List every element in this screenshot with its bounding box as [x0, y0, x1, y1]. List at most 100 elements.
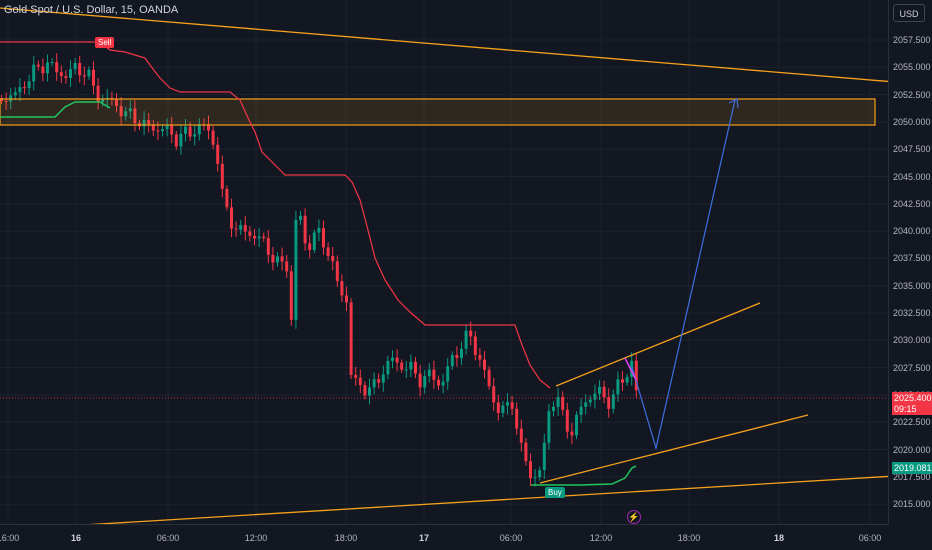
candle-body [312, 232, 316, 250]
time-tick: 06:00 [499, 533, 523, 543]
candle-body [119, 106, 123, 117]
candle-body [289, 271, 293, 320]
candle-body [524, 442, 528, 462]
candle-body [487, 369, 491, 387]
chart-area[interactable]: Gold Spot / U.S. Dollar, 15, OANDA Sell … [0, 0, 888, 524]
candle-body [368, 387, 371, 396]
candle-body [4, 101, 8, 102]
candle-body [418, 373, 422, 388]
candle-body [280, 256, 284, 262]
candle-body [510, 402, 514, 409]
grid-lines [0, 0, 888, 524]
candle-body [193, 134, 197, 137]
candle-body [36, 64, 40, 67]
chart-title: Gold Spot / U.S. Dollar, 15, OANDA [4, 4, 179, 16]
price-chart[interactable] [0, 0, 888, 524]
price-tick: 2032.500 [893, 308, 931, 318]
candle-body [455, 354, 459, 359]
price-tick: 2047.500 [893, 144, 931, 155]
candle-body [303, 215, 307, 244]
candle-body [216, 144, 220, 164]
time-tick: 12:00 [589, 533, 613, 543]
candle-body [253, 235, 256, 239]
buy-signal-tag: Buy [545, 487, 565, 498]
candle-body [496, 402, 500, 413]
time-tick: 06:00 [156, 533, 180, 543]
candle-body [556, 396, 560, 407]
candle-body [460, 348, 463, 359]
candle-body [630, 360, 634, 377]
candle-body [441, 381, 445, 386]
candle-body [579, 406, 583, 415]
candles [0, 53, 638, 487]
projection-path [631, 99, 736, 451]
candle-body [234, 228, 238, 230]
price-tick: 2037.500 [893, 253, 931, 264]
candle-body [409, 361, 413, 370]
candle-body [197, 124, 201, 135]
sell-signal-tag: Sell [95, 37, 115, 48]
candle-body [552, 406, 555, 412]
candle-body [317, 228, 321, 233]
candle-body [483, 359, 486, 370]
price-tick: 2042.500 [893, 198, 931, 209]
candle-body [9, 95, 13, 102]
candle-body [450, 354, 454, 367]
candle-body [23, 87, 26, 89]
candle-body [257, 236, 261, 239]
candle-body [133, 108, 137, 124]
channel-lower-line [539, 414, 809, 484]
candle-body [331, 255, 335, 262]
candle-body [96, 85, 100, 102]
candle-body [262, 236, 266, 239]
candle-body [18, 87, 22, 93]
candle-body [211, 130, 215, 145]
price-tick: 2035.000 [893, 280, 931, 291]
candle-body [593, 393, 597, 400]
candle-body [151, 125, 155, 131]
candle-body [446, 366, 450, 382]
candle-body [561, 396, 565, 410]
candle-body [432, 369, 436, 380]
projection-start-segment [624, 357, 637, 381]
supertrend-sell-line [0, 41, 551, 389]
candle-body [515, 408, 519, 429]
price-tick: 2030.000 [893, 335, 931, 346]
candle-body [363, 385, 367, 396]
candle-body [230, 207, 233, 229]
candle-body [32, 64, 36, 82]
price-tick: 2045.000 [893, 171, 931, 182]
candle-body [381, 374, 385, 383]
currency-button[interactable]: USD [893, 4, 925, 22]
candle-body [294, 219, 298, 320]
candle-body [386, 360, 390, 375]
price-scale[interactable]: 2057.500 2055.000 2052.500 2050.000 2047.500… [888, 0, 932, 524]
candle-body [349, 302, 353, 375]
candle-body [207, 124, 210, 131]
candle-body [469, 330, 473, 337]
candle-body [377, 379, 381, 383]
descending-trendline [0, 7, 888, 83]
candle-body [340, 281, 344, 296]
price-tick: 2055.000 [893, 62, 931, 73]
candle-body [391, 357, 394, 361]
candle-body [372, 379, 376, 388]
supertrend-buy-line-left [0, 101, 111, 118]
candle-body [92, 69, 95, 86]
candle-body [73, 62, 77, 70]
candle-body [147, 119, 151, 126]
candle-body [395, 357, 399, 363]
candle-body [423, 376, 427, 388]
lightning-icon[interactable]: ⚡ [627, 510, 641, 524]
time-tick: 17 [418, 533, 430, 543]
candle-body [308, 243, 312, 250]
candle-body [225, 188, 229, 208]
candle-body [124, 111, 128, 117]
candle-body [625, 376, 629, 383]
candle-body [276, 256, 279, 263]
candle-body [46, 62, 49, 74]
time-scale[interactable]: 16:00 16 06:00 12:00 18:00 17 06:00 12:00 18:00 1… [0, 524, 888, 550]
candle-body [616, 379, 620, 395]
candle-body [220, 163, 224, 189]
projection-arrowhead [728, 98, 739, 109]
